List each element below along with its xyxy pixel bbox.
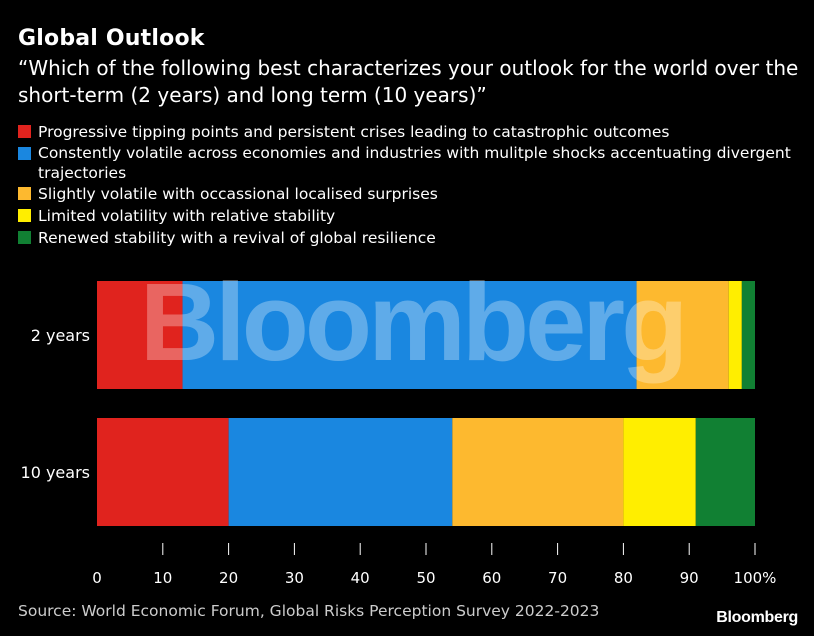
x-tick-label: 20 (219, 569, 238, 587)
bloomberg-watermark: Bloomberg (140, 261, 685, 384)
x-tick-label: 30 (285, 569, 304, 587)
x-tick-label: 80 (614, 569, 633, 587)
legend-item: Progressive tipping points and persisten… (18, 121, 808, 143)
chart-subtitle: “Which of the following best characteriz… (18, 56, 799, 107)
x-tick-label: 60 (482, 569, 501, 587)
bar-segment (228, 418, 453, 526)
legend-swatch (18, 147, 31, 160)
category-label: 10 years (21, 463, 90, 482)
bar-segment (695, 418, 755, 526)
x-tick-label: 40 (351, 569, 370, 587)
bar-segment (623, 418, 696, 526)
x-tick-label: 50 (416, 569, 435, 587)
bar-segment (97, 418, 229, 526)
bar-segment (741, 281, 755, 389)
bar-segment (182, 281, 637, 389)
x-tick-label: 0 (92, 569, 102, 587)
legend-item: Slightly volatile with occassional local… (18, 183, 808, 205)
bar-segment (97, 281, 183, 389)
bar-segment (452, 418, 624, 526)
bar-segment (728, 281, 742, 389)
category-labels: 2 years 10 years (21, 326, 90, 482)
legend-label: Constently volatile across economies and… (38, 144, 791, 182)
bar-segment (636, 281, 729, 389)
legend-label: Renewed stability with a revival of glob… (38, 229, 436, 247)
x-tick-label: 70 (548, 569, 567, 587)
legend-item: Constently volatile across economies and… (18, 143, 808, 183)
x-tick-label: 100% (734, 569, 777, 587)
legend-swatch (18, 209, 31, 222)
source-note: Source: World Economic Forum, Global Ris… (18, 602, 600, 620)
bars-layer (97, 281, 755, 526)
bloomberg-logo: Bloomberg (716, 609, 798, 626)
legend: Progressive tipping points and persisten… (18, 121, 808, 249)
legend-swatch (18, 125, 31, 138)
legend-item: Renewed stability with a revival of glob… (18, 227, 808, 249)
legend-swatch (18, 231, 31, 244)
category-label: 2 years (31, 326, 90, 345)
x-tick-label: 10 (153, 569, 172, 587)
x-axis: 0 10 20 30 40 50 60 70 80 90 100% (92, 543, 776, 587)
legend-label: Limited volatility with relative stabili… (38, 207, 336, 225)
legend-item: Limited volatility with relative stabili… (18, 205, 808, 227)
x-tick-label: 90 (680, 569, 699, 587)
legend-label: Progressive tipping points and persisten… (38, 123, 670, 141)
legend-label: Slightly volatile with occassional local… (38, 185, 438, 203)
chart-title: Global Outlook (18, 26, 205, 51)
legend-swatch (18, 187, 31, 200)
